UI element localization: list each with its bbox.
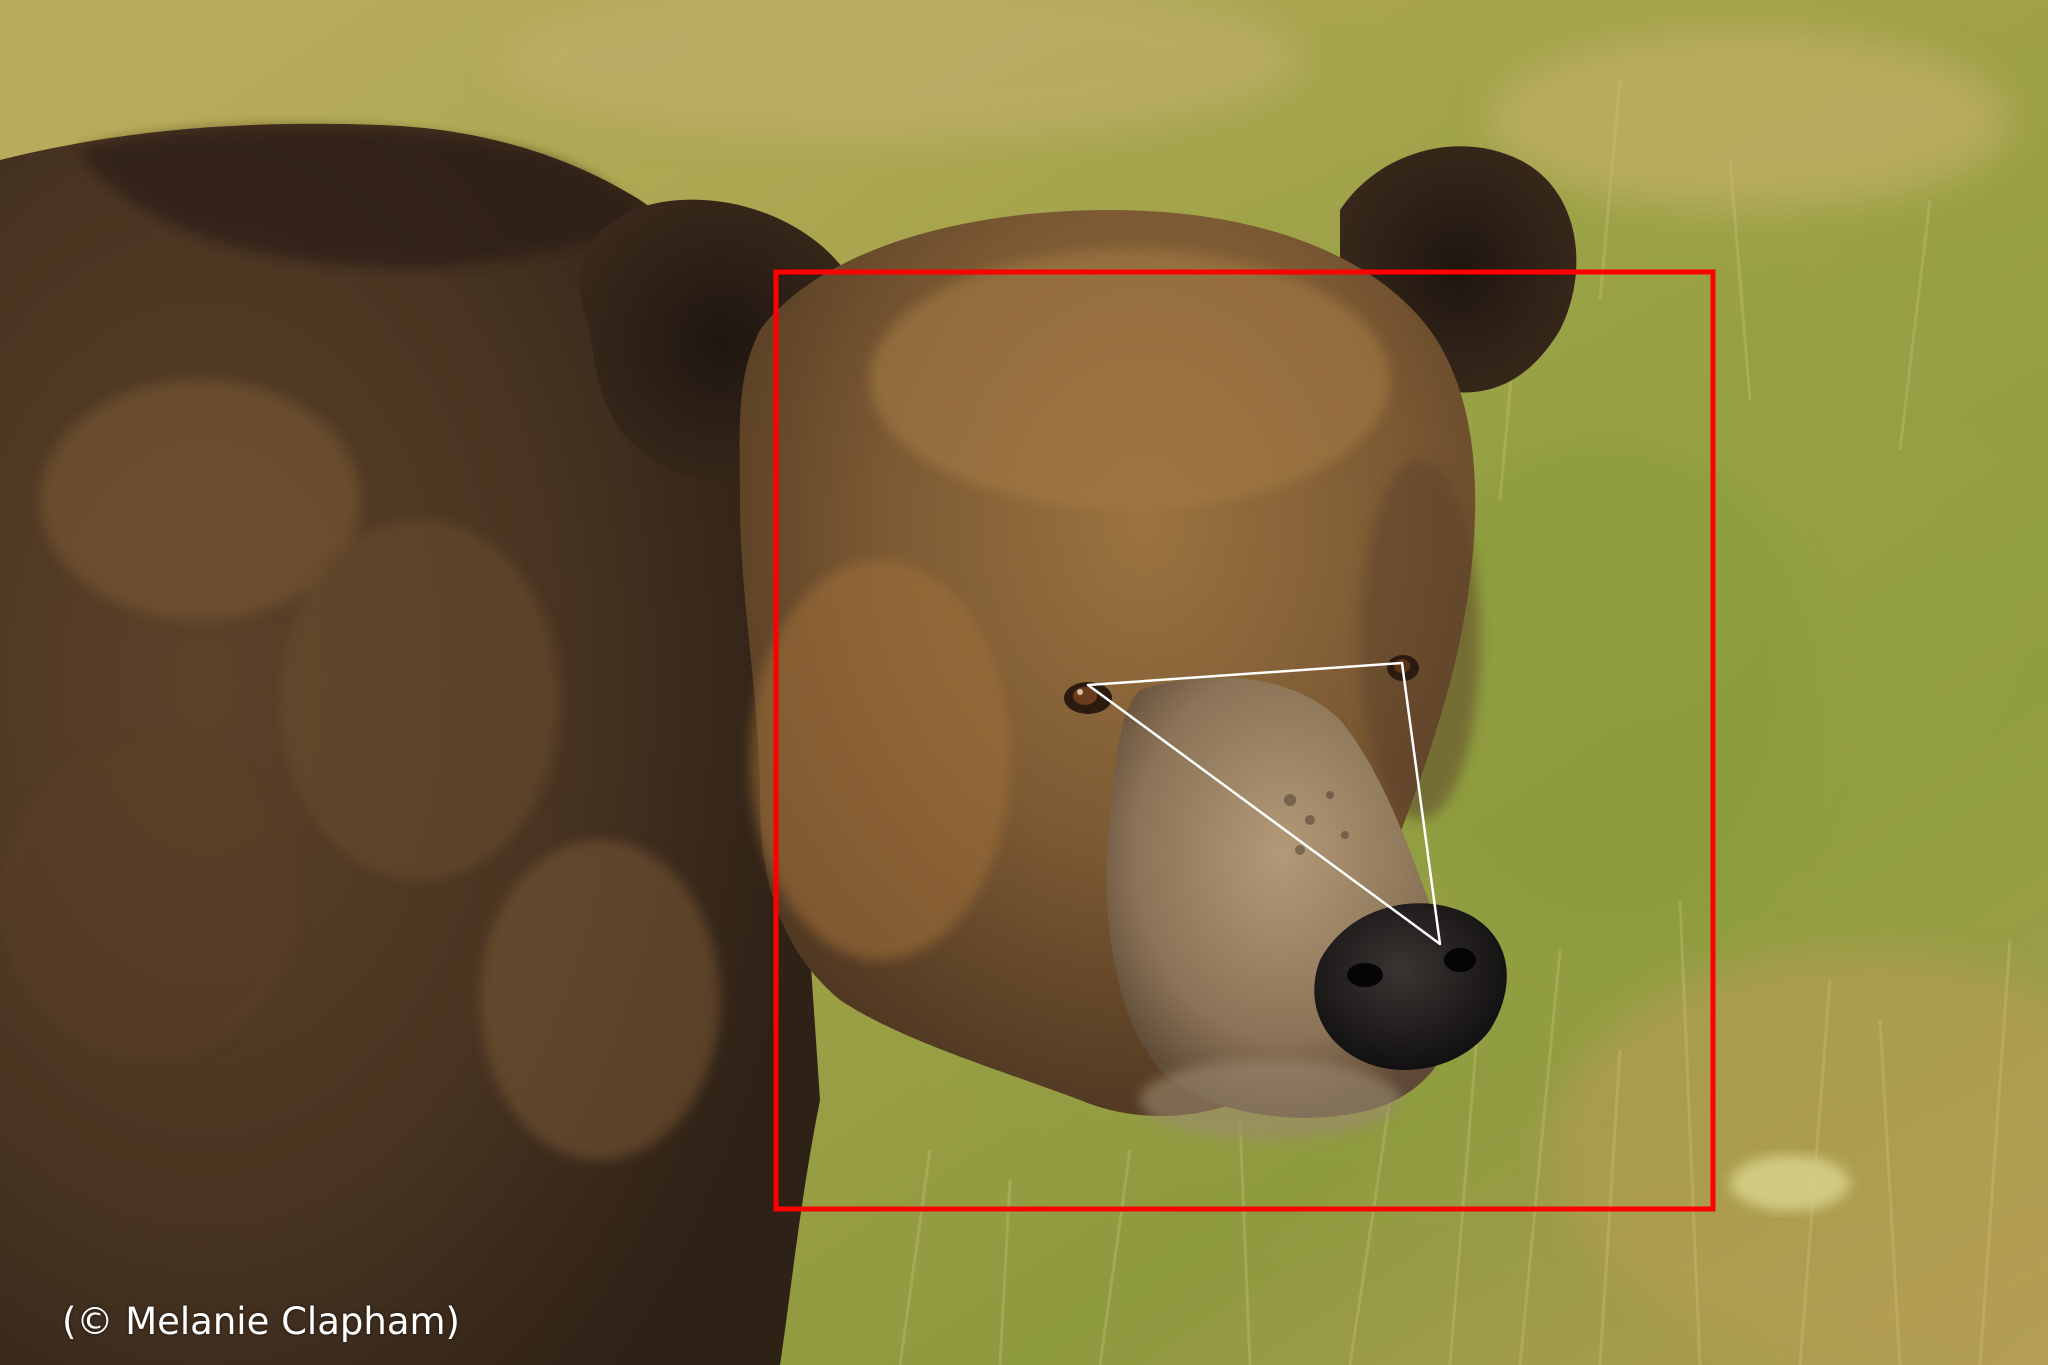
photo-credit: (© Melanie Clapham) (62, 1300, 460, 1343)
facial-landmark-triangle (1086, 661, 1442, 946)
face-detection-box (773, 269, 1716, 1212)
bear-nose (1314, 903, 1507, 1070)
leaf (1730, 1155, 1850, 1211)
left-eye (1064, 682, 1112, 714)
